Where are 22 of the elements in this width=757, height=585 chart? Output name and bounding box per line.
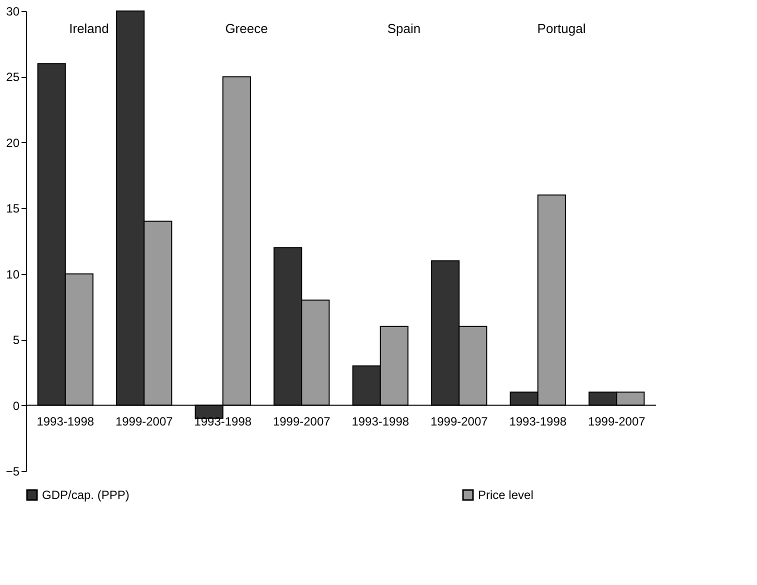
annotation: Portugal (537, 21, 586, 36)
y-tick-label: 20 (6, 136, 20, 150)
annotation: Greece (225, 21, 268, 36)
annotation: Ireland (69, 21, 109, 36)
x-tick-label: 1993-1998 (509, 414, 567, 428)
y-tick-label: 25 (6, 70, 20, 84)
x-tick-label: 1999-2007 (588, 414, 646, 428)
annotation: Spain (387, 21, 421, 36)
y-tick-label: 10 (6, 267, 20, 282)
x-tick-label: 1993-1998 (352, 414, 410, 428)
y-tick-label: 15 (6, 202, 20, 216)
y-tick-label: −5 (6, 464, 20, 478)
x-tick-label: 1999-2007 (115, 414, 174, 428)
y-tick-label: 5 (12, 333, 20, 348)
x-tick-label: 1999-2007 (430, 414, 488, 428)
legend-label: GDP/cap. (PPP) (42, 488, 130, 502)
legend-label: Price level (478, 488, 534, 502)
y-tick-label: 30 (6, 4, 20, 18)
x-tick-label: 1999-2007 (272, 414, 331, 428)
y-tick-label: 0 (12, 398, 20, 413)
x-tick-label: 1993-1998 (194, 414, 252, 428)
x-tick-label: 1993-1998 (36, 414, 94, 428)
